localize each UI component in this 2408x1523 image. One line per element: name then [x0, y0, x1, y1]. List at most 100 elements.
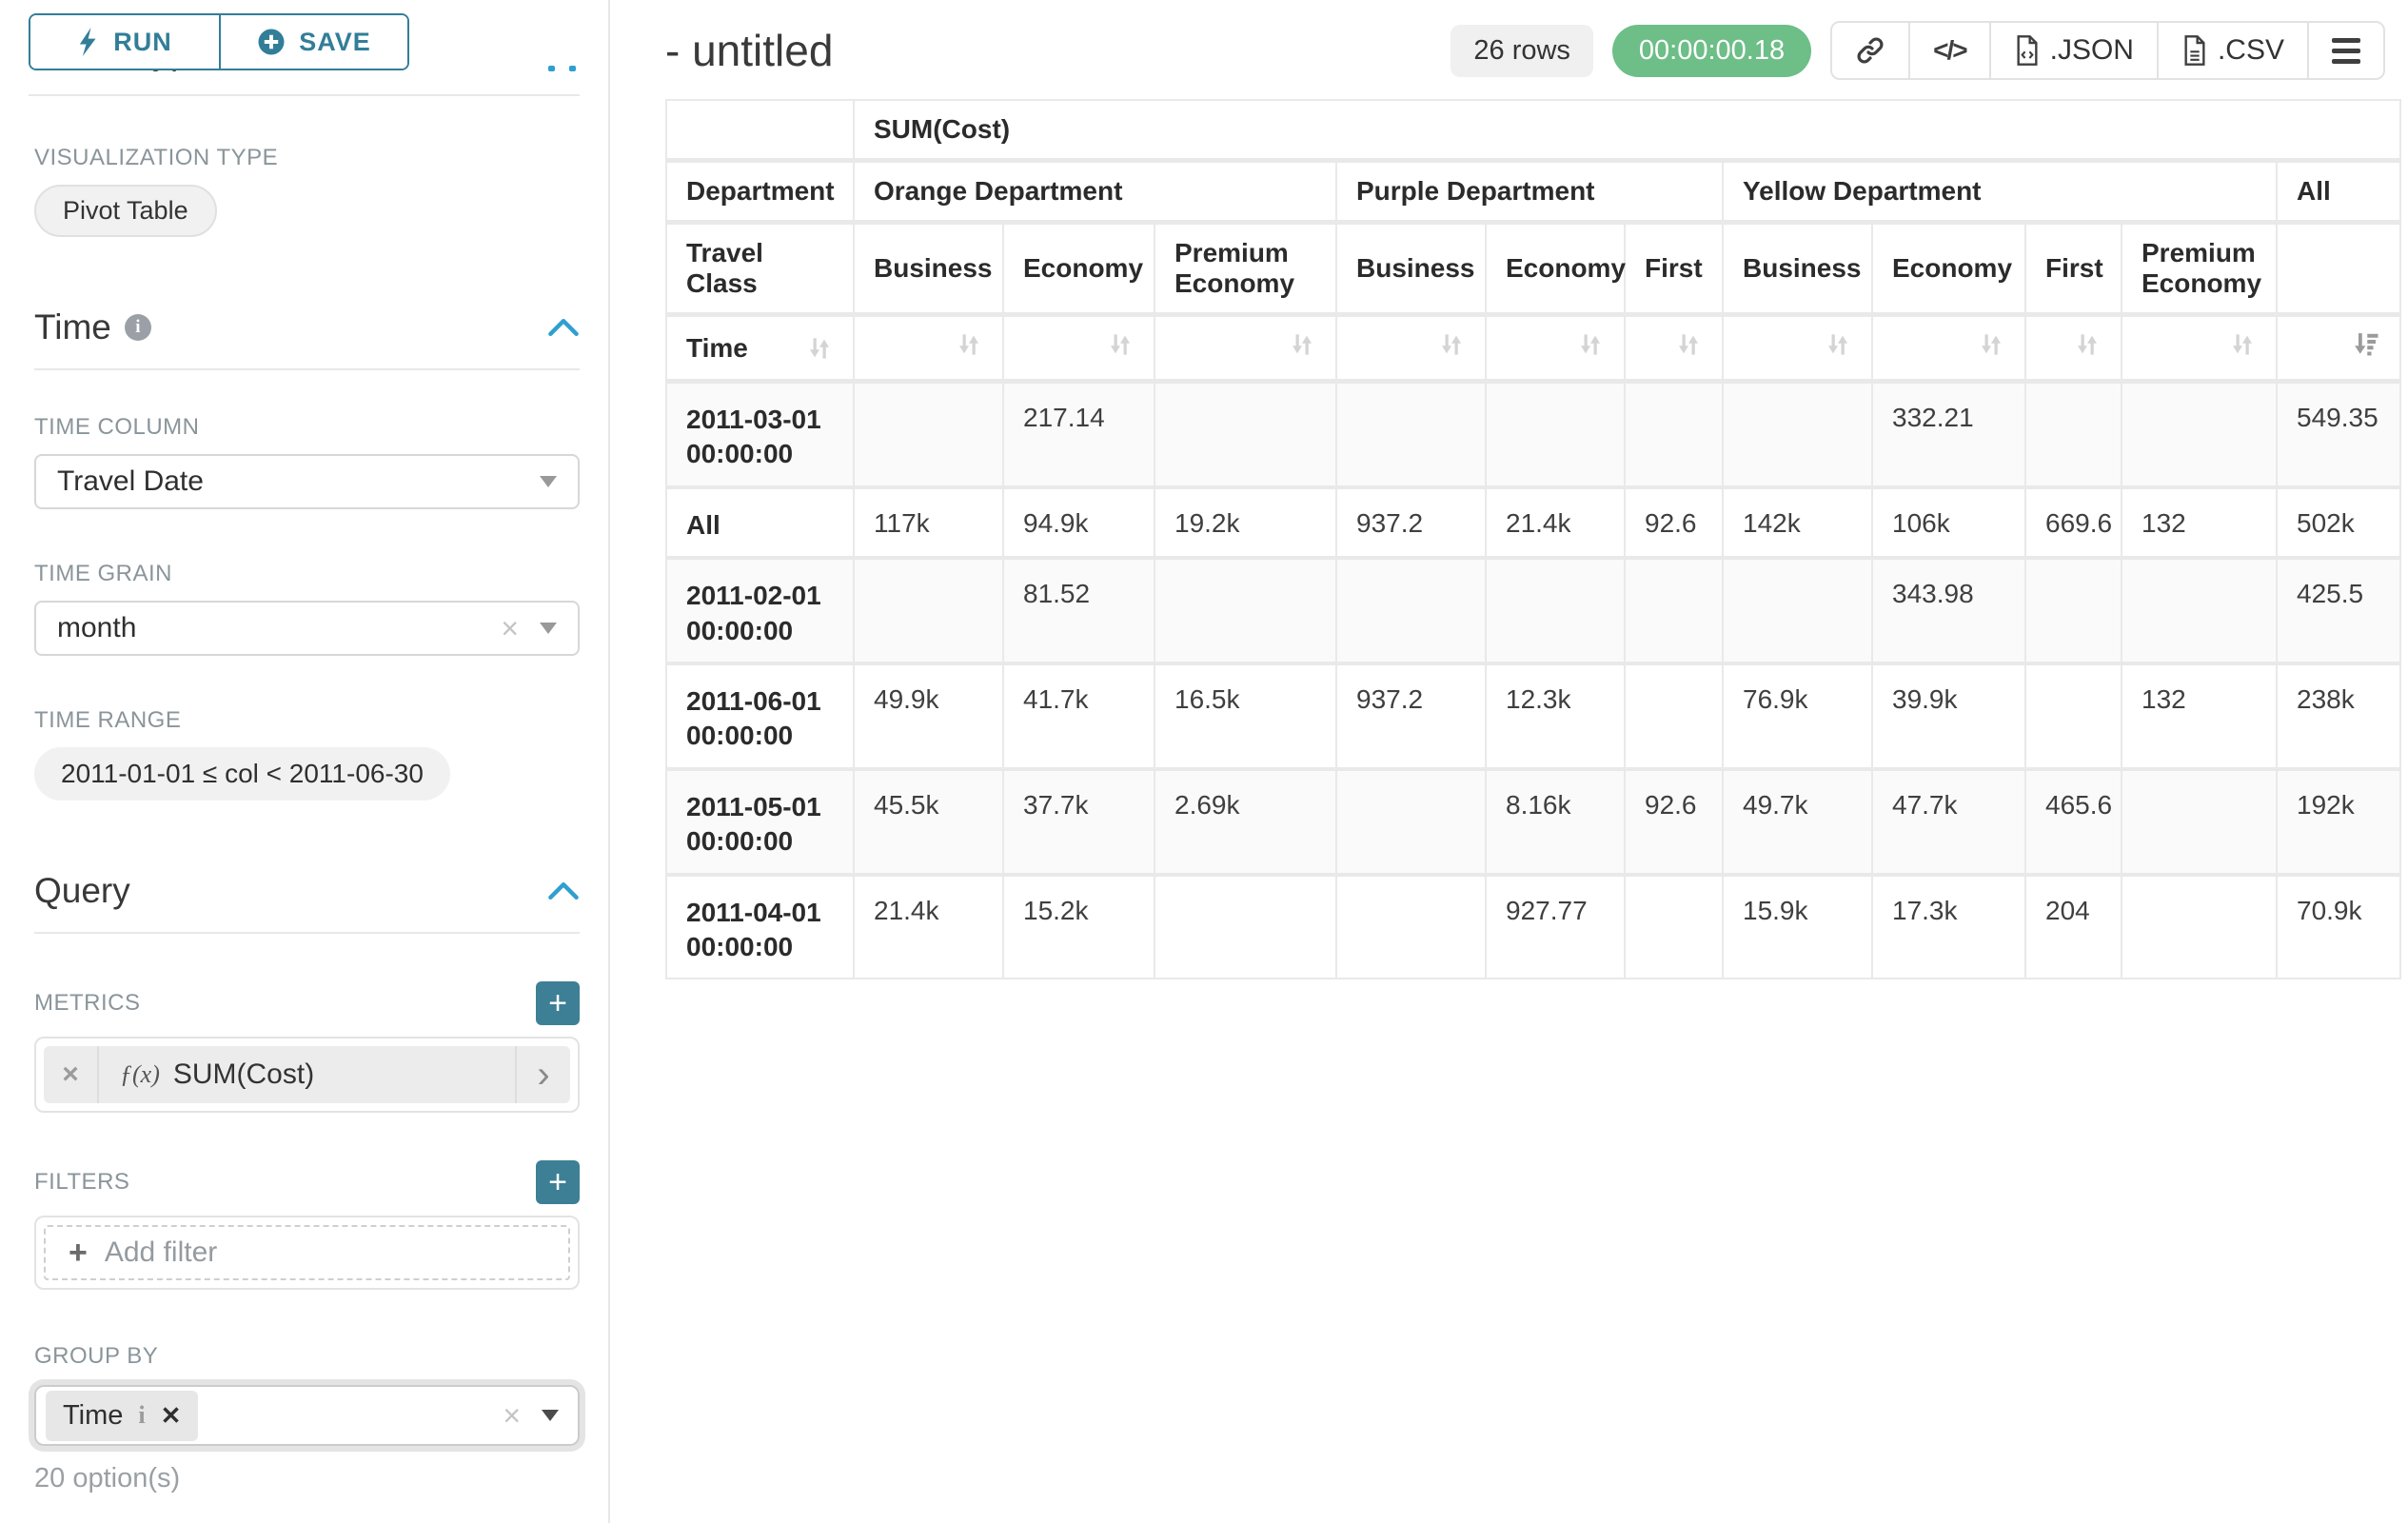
group-by-select[interactable]: Time i ✕ ×	[34, 1385, 580, 1446]
metric-header-cell: SUM(Cost)	[855, 101, 2402, 163]
pivot-value-cell: 47.7k	[1873, 770, 2026, 877]
clear-icon[interactable]: ×	[503, 1398, 521, 1433]
sort-icon[interactable]	[1437, 330, 1466, 359]
chart-main-area: - untitled 26 rows 00:00:00.18 </> .JSON	[610, 0, 2408, 1523]
time-range-pill[interactable]: 2011-01-01 ≤ col < 2011-06-30	[34, 747, 450, 801]
sort-cell[interactable]	[1873, 317, 2026, 384]
sidebar-content: VISUALIZATION TYPE Pivot Table Time i TI…	[34, 112, 580, 1523]
sort-icon[interactable]	[2228, 330, 2257, 359]
chart-header: - untitled 26 rows 00:00:00.18 </> .JSON	[610, 0, 2408, 80]
pivot-value-cell: 21.4k	[855, 876, 1004, 980]
metrics-label: METRICS	[34, 990, 141, 1016]
pivot-value-cell: 204	[2026, 876, 2122, 980]
pivot-value-cell: 81.52	[1004, 560, 1155, 665]
pivot-value-cell	[1337, 876, 1487, 980]
pivot-value-cell: 465.6	[2026, 770, 2122, 877]
export-json-button[interactable]: .JSON	[1988, 23, 2157, 78]
sort-cell[interactable]	[1724, 317, 1873, 384]
sort-icon[interactable]	[1576, 330, 1605, 359]
divider	[34, 368, 580, 370]
sort-icon[interactable]	[955, 330, 983, 359]
pivot-value-cell: 132	[2122, 488, 2278, 561]
sort-cell[interactable]	[1487, 317, 1626, 384]
link-icon	[1857, 37, 1884, 64]
export-json-label: .JSON	[2049, 34, 2134, 66]
visualization-type-pill[interactable]: Pivot Table	[34, 185, 217, 237]
row-count-badge: 26 rows	[1451, 24, 1593, 77]
sort-cell[interactable]	[1337, 317, 1487, 384]
menu-button[interactable]	[2307, 23, 2383, 78]
query-section-title: Query	[34, 871, 130, 910]
pivot-value-cell	[1626, 664, 1724, 771]
time-section-header[interactable]: Time i	[34, 307, 580, 347]
column-leaf-header: Economy	[1873, 225, 2026, 317]
save-button[interactable]: SAVE	[219, 15, 407, 69]
sort-icon[interactable]	[1288, 330, 1316, 359]
tag-remove-icon[interactable]: ✕	[160, 1400, 182, 1430]
column-group-header: Purple Department	[1337, 163, 1724, 225]
sort-desc-icon[interactable]	[2352, 330, 2380, 359]
pivot-value-cell: 21.4k	[1487, 488, 1626, 561]
time-range-label: TIME RANGE	[34, 707, 182, 733]
column-group-header: All	[2278, 163, 2402, 225]
add-filter-plus-button[interactable]: +	[536, 1160, 580, 1204]
sort-cell[interactable]	[2122, 317, 2278, 384]
chevron-up-icon[interactable]	[547, 880, 580, 901]
pivot-value-cell	[855, 560, 1004, 665]
add-filter-button[interactable]: + Add filter	[44, 1225, 570, 1280]
pivot-value-cell: 76.9k	[1724, 664, 1873, 771]
time-column-select[interactable]: Travel Date	[34, 454, 580, 509]
sort-cell[interactable]	[1155, 317, 1337, 384]
pivot-value-cell	[2122, 560, 2278, 665]
pivot-value-cell: 49.7k	[1724, 770, 1873, 877]
sort-cell[interactable]	[1626, 317, 1724, 384]
caret-down-icon	[540, 623, 557, 634]
sort-icon[interactable]	[805, 334, 834, 363]
chevron-right-icon[interactable]: ›	[515, 1046, 570, 1103]
sort-icon[interactable]	[1106, 330, 1135, 359]
sort-desc-cell[interactable]	[2278, 317, 2402, 384]
tag-info-icon: i	[138, 1401, 146, 1429]
pivot-value-cell	[2122, 384, 2278, 489]
pivot-value-cell: 106k	[1873, 488, 2026, 561]
run-button-label: RUN	[113, 27, 172, 56]
sort-cell[interactable]	[855, 317, 1004, 384]
pivot-value-cell: 92.6	[1626, 488, 1724, 561]
time-grain-select[interactable]: month ×	[34, 601, 580, 656]
row-label: 2011-04-01 00:00:00	[667, 876, 855, 980]
export-csv-button[interactable]: .CSV	[2156, 23, 2307, 78]
pivot-value-cell	[2026, 664, 2122, 771]
column-group-header: Yellow Department	[1724, 163, 2278, 225]
add-metric-button[interactable]: +	[536, 981, 580, 1025]
pivot-value-cell: 927.77	[1487, 876, 1626, 980]
run-button[interactable]: RUN	[30, 15, 219, 69]
sort-icon[interactable]	[2073, 330, 2102, 359]
pivot-value-cell	[2026, 560, 2122, 665]
info-icon: i	[124, 314, 151, 341]
sort-cell[interactable]	[1004, 317, 1155, 384]
sort-icon[interactable]	[1824, 330, 1852, 359]
sort-cell[interactable]	[2026, 317, 2122, 384]
embed-code-button[interactable]: </>	[1908, 23, 1989, 78]
column-dimension-label: Department	[667, 163, 855, 225]
chart-title[interactable]: - untitled	[665, 26, 834, 75]
metric-name: SUM(Cost)	[172, 1058, 315, 1090]
pivot-corner-cell	[667, 101, 855, 163]
metric-item[interactable]: ƒ(x) SUM(Cost)	[99, 1046, 515, 1103]
add-filter-label: Add filter	[104, 1236, 218, 1268]
chevron-up-icon[interactable]	[547, 317, 580, 338]
share-link-button[interactable]	[1832, 23, 1909, 78]
sort-icon[interactable]	[1977, 330, 2005, 359]
pivot-value-cell: 238k	[2278, 664, 2402, 771]
row-dimension-label: Travel Class	[667, 225, 855, 317]
column-leaf-header: Business	[1724, 225, 1873, 317]
clear-icon[interactable]: ×	[501, 611, 519, 645]
group-by-options-hint: 20 option(s)	[34, 1463, 181, 1493]
pivot-value-cell: 332.21	[1873, 384, 2026, 489]
column-leaf-header: First	[1626, 225, 1724, 317]
sort-icon[interactable]	[1674, 330, 1703, 359]
query-section-header[interactable]: Query	[34, 871, 580, 911]
plus-icon: +	[69, 1235, 88, 1271]
remove-metric-icon[interactable]: ×	[44, 1046, 99, 1103]
pivot-value-cell: 142k	[1724, 488, 1873, 561]
